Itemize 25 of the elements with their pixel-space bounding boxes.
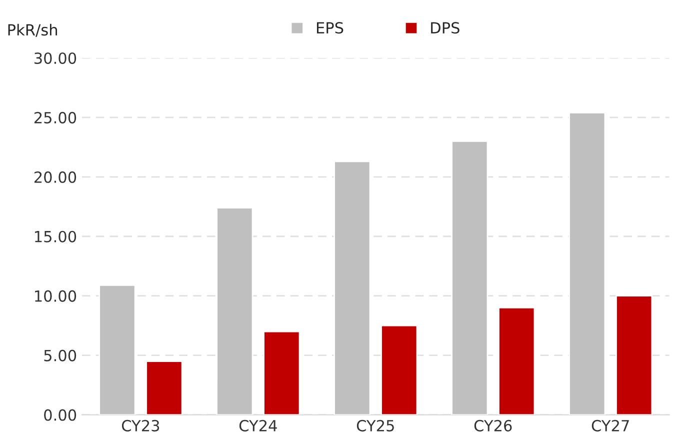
bar	[98, 284, 136, 415]
x-tick-label: CY25	[356, 420, 394, 432]
y-tick-label: 5.00	[44, 350, 76, 362]
bar	[146, 360, 183, 415]
y-tick-label: 15.00	[35, 230, 76, 242]
x-tick-label: CY23	[122, 420, 160, 432]
bar	[380, 324, 418, 415]
x-tick-label: CY27	[592, 420, 629, 432]
y-tick-label: 25.00	[34, 112, 76, 124]
bar	[216, 207, 254, 415]
y-tick-label: 30.00	[34, 52, 76, 64]
bar	[568, 112, 606, 415]
legend-label: DPS	[431, 22, 460, 34]
bar	[263, 330, 300, 415]
legend-label: EPS	[316, 22, 344, 34]
bar	[616, 295, 653, 415]
bar	[451, 140, 488, 415]
bar	[498, 307, 536, 415]
bar	[334, 160, 371, 415]
y-tick-label: 10.00	[35, 290, 76, 302]
y-tick-label: 20.00	[34, 171, 76, 183]
y-axis-title: PkR/sh	[8, 24, 57, 37]
x-tick-label: CY24	[239, 420, 277, 432]
x-tick-label: CY26	[474, 420, 512, 432]
y-tick-label: 0.00	[44, 409, 76, 421]
